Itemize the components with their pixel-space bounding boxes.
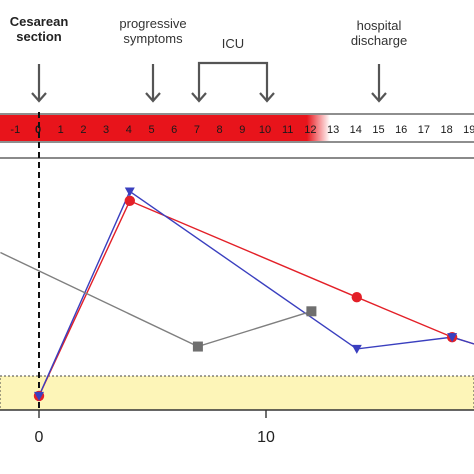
series-lines [0, 190, 474, 397]
timeline-day-2: 2 [80, 124, 86, 136]
point-blue-2 [351, 344, 362, 354]
timeline-day-10: 10 [259, 124, 271, 136]
timeline-day-8: 8 [217, 124, 223, 136]
hospital-discharge-label: hospital discharge [334, 18, 424, 48]
series-markers [33, 187, 458, 402]
progressive-symptoms-label: progressive symptoms [108, 16, 198, 46]
timeline-day-7: 7 [194, 124, 200, 136]
point-blue-0 [34, 391, 44, 401]
icu-label: ICU [221, 36, 245, 51]
icu-bracket-arrow [191, 61, 275, 103]
timeline-day-9: 9 [239, 124, 245, 136]
timeline-day-13: 13 [327, 124, 339, 136]
x-tick-label-10: 10 [257, 429, 275, 446]
discharge-label-line1: hospital [356, 18, 402, 33]
normal-range-band [0, 375, 474, 411]
timeline-day-0: 0 [35, 124, 41, 136]
timeline-day-17: 17 [418, 124, 430, 136]
discharge-arrow [371, 64, 387, 103]
timeline-day-16: 16 [395, 124, 407, 136]
annotation-arrows [31, 61, 387, 103]
timeline-day-6: 6 [171, 124, 177, 136]
timeline-day-3: 3 [103, 124, 109, 136]
point-gray-1 [192, 341, 203, 352]
timeline-day-1: 1 [58, 124, 64, 136]
timeline-day-4: 4 [126, 124, 132, 136]
cesarean-label-line2: section [16, 29, 62, 44]
cesarean-arrow [31, 64, 47, 103]
progressive-label-line2: symptoms [123, 31, 183, 46]
timeline-day-15: 15 [372, 124, 384, 136]
timeline-bar: -1 0 1 2 3 4 5 6 7 8 9 10 11 12 13 14 15 16 17 18 19 [0, 113, 474, 143]
timeline-day--1: -1 [10, 124, 20, 136]
chart-area: 0 10 [0, 112, 474, 446]
series-line-blue [38, 190, 474, 397]
series-line-red [38, 199, 474, 397]
x-axis-ticks: 0 10 [35, 410, 275, 446]
timeline-day-18: 18 [440, 124, 452, 136]
cesarean-label: Cesarean section [0, 14, 78, 44]
discharge-label-line2: discharge [350, 33, 408, 48]
timeline-day-11: 11 [282, 124, 293, 136]
timeline-day-14: 14 [350, 124, 362, 136]
timeline-day-12: 12 [304, 124, 316, 136]
point-red-2 [351, 292, 362, 303]
point-blue-1 [124, 187, 135, 197]
point-blue-3 [447, 333, 458, 343]
cesarean-label-line1: Cesarean [9, 14, 69, 29]
progressive-arrow [145, 64, 161, 103]
x-tick-label-0: 0 [35, 429, 44, 446]
timeline-day-19: 19 [463, 124, 474, 136]
point-gray-2 [306, 306, 317, 317]
point-red-1 [124, 195, 135, 207]
timeline-day-5: 5 [148, 124, 154, 136]
series-line-gray [0, 251, 312, 348]
progressive-label-line1: progressive [119, 16, 187, 31]
timeline-highlight [0, 115, 330, 141]
timeline-day-labels: -1 0 1 2 3 4 5 6 7 8 9 10 11 12 13 14 15 16 17 18 19 [10, 124, 474, 136]
